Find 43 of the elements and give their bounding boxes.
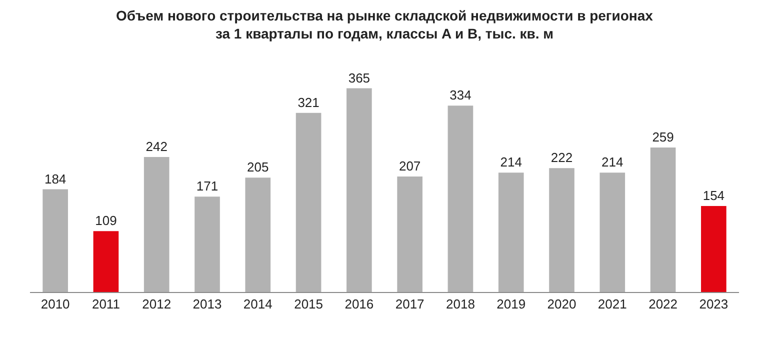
bar	[600, 172, 626, 292]
bar	[194, 196, 220, 292]
bar	[245, 178, 271, 292]
data-label: 214	[602, 154, 624, 170]
bar	[549, 168, 574, 292]
data-label: 184	[44, 171, 66, 186]
chart-title: Объем нового строительства на рынке складской недвижимости в регионах за 1 кварталы по годам, классы A и B, тыс. кв. м	[116, 8, 654, 42]
bar	[144, 156, 170, 292]
bar	[346, 88, 372, 292]
data-label: 242	[146, 138, 168, 154]
bar	[650, 147, 676, 292]
data-label: 259	[652, 129, 674, 144]
bar	[42, 189, 68, 292]
x-tick-label: 2014	[243, 296, 272, 312]
bar	[397, 176, 422, 292]
data-label: 154	[702, 188, 725, 204]
data-label: 334	[450, 88, 472, 103]
data-label: 109	[95, 213, 117, 228]
data-label: 214	[500, 154, 522, 170]
x-tick-label: 2012	[142, 296, 172, 312]
x-tick-label: 2015	[294, 296, 323, 312]
x-tick-label: 2023	[699, 296, 728, 312]
data-label: 321	[298, 94, 320, 110]
x-tick-label: 2022	[648, 296, 678, 312]
x-tick-label: 2011	[92, 296, 120, 312]
x-tick-label: 2013	[192, 296, 222, 312]
x-tick-label: 2016	[344, 296, 374, 312]
x-tick-label: 2019	[496, 296, 526, 312]
bar	[296, 112, 322, 292]
data-label: 171	[196, 178, 218, 194]
data-label: 365	[348, 70, 370, 86]
data-label: 222	[550, 150, 573, 166]
data-label: 207	[398, 158, 421, 174]
bar	[701, 206, 726, 292]
bar	[93, 231, 119, 292]
bar	[448, 106, 474, 292]
x-tick-label: 2017	[395, 296, 424, 312]
x-tick-label: 2020	[547, 296, 576, 312]
x-tick-label: 2010	[40, 296, 70, 312]
x-tick-label: 2021	[598, 296, 627, 312]
data-label: 205	[247, 160, 269, 175]
x-tick-label: 2018	[446, 296, 475, 312]
bar	[498, 172, 524, 292]
